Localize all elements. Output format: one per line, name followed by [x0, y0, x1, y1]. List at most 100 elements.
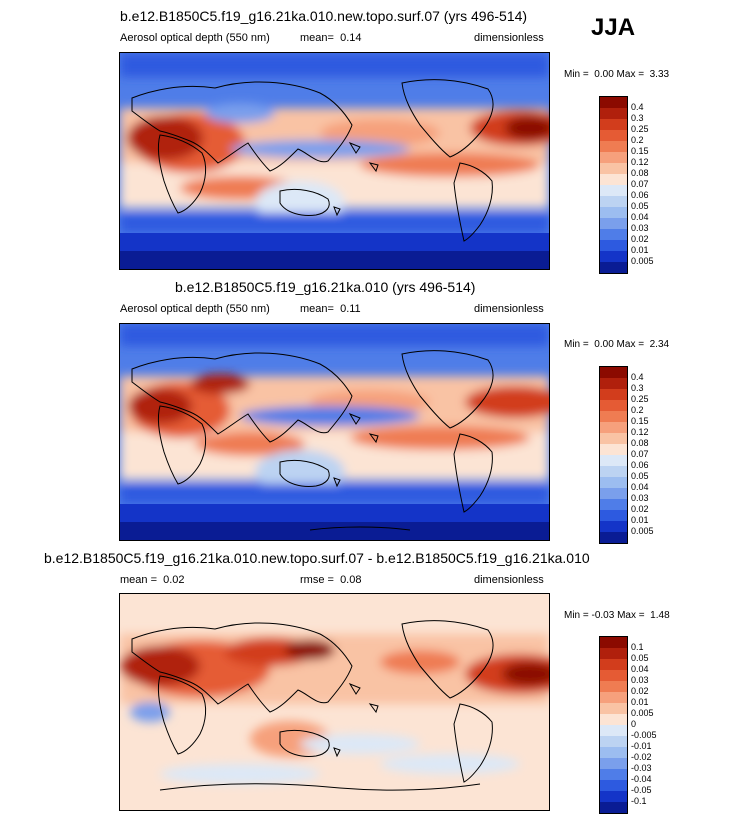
colorbar-label: 0.05	[631, 471, 649, 481]
panel-3-colorbar-swatch	[600, 769, 627, 780]
panel-3-min-label: Min =	[564, 610, 589, 621]
panel-1-max-label: Max =	[616, 69, 645, 80]
colorbar-label: 0.4	[631, 372, 644, 382]
panel-3-colorbar-swatch	[600, 758, 627, 769]
panel-1-colorbar-swatch	[600, 240, 627, 251]
panel-2-colorbar-swatch	[600, 367, 627, 378]
panel-2-mean-label: mean=	[300, 303, 334, 315]
panel-1-colorbar-swatch	[600, 141, 627, 152]
colorbar-label: 0.25	[631, 394, 649, 404]
panel-1-colorbar-swatch	[600, 152, 627, 163]
panel-3-rmse-value: 0.08	[340, 574, 362, 586]
colorbar-label: 0.12	[631, 157, 649, 167]
colorbar-label: 0.05	[631, 653, 649, 663]
panel-1-colorbar-swatch	[600, 251, 627, 262]
colorbar-label: -0.02	[631, 752, 652, 762]
colorbar-label: -0.03	[631, 763, 652, 773]
panel-1-map-graphic	[120, 53, 549, 269]
colorbar-label: 0.07	[631, 449, 649, 459]
colorbar-label: -0.005	[631, 730, 657, 740]
panel-1-colorbar-swatch	[600, 229, 627, 240]
panel-1-min-value: 0.00	[594, 69, 614, 80]
panel-2-map-graphic	[120, 324, 549, 540]
panel-3-max-label: Max =	[617, 610, 645, 621]
panel-2-field-label: Aerosol optical depth (550 nm)	[120, 303, 270, 315]
colorbar-label: -0.01	[631, 741, 652, 751]
colorbar-label: 0.03	[631, 675, 649, 685]
colorbar-label: 0.05	[631, 201, 649, 211]
panel-2-mean: mean= 0.11	[300, 303, 361, 315]
panel-3-mean-label: mean =	[120, 574, 157, 586]
panel-1-colorbar-swatch	[600, 130, 627, 141]
panel-1-colorbar-swatch	[600, 97, 627, 108]
panel-3-colorbar-swatch	[600, 637, 627, 648]
panel-3-mean-value: 0.02	[163, 574, 185, 586]
colorbar-label: 0.02	[631, 234, 649, 244]
colorbar-label: 0.3	[631, 113, 644, 123]
panel-3-colorbar-swatch	[600, 648, 627, 659]
colorbar-label: 0.01	[631, 697, 649, 707]
panel-3-minmax: Min = -0.03 Max = 1.48	[564, 610, 670, 621]
colorbar-label: -0.05	[631, 785, 652, 795]
panel-2-min-label: Min =	[564, 339, 589, 350]
panel-2-minmax: Min = 0.00 Max = 2.34	[564, 339, 669, 350]
panel-2-colorbar-swatch	[600, 433, 627, 444]
panel-2-colorbar-swatch	[600, 499, 627, 510]
colorbar-label: 0.2	[631, 405, 644, 415]
panel-1-colorbar	[599, 96, 628, 274]
panel-1-colorbar-swatch	[600, 207, 627, 218]
panel-3-colorbar-swatch	[600, 692, 627, 703]
panel-1-field-label: Aerosol optical depth (550 nm)	[120, 32, 270, 44]
season-label: JJA	[591, 14, 636, 41]
panel-3-colorbar-swatch	[600, 703, 627, 714]
panel-2-colorbar-swatch	[600, 488, 627, 499]
colorbar-label: 0.04	[631, 212, 649, 222]
panel-3-colorbar-swatch	[600, 736, 627, 747]
panel-3-colorbar-swatch	[600, 725, 627, 736]
colorbar-label: 0.08	[631, 438, 649, 448]
panel-2-max-label: Max =	[616, 339, 645, 350]
colorbar-label: 0.04	[631, 664, 649, 674]
colorbar-label: 0.005	[631, 708, 654, 718]
colorbar-label: 0.03	[631, 493, 649, 503]
colorbar-label: 0.04	[631, 482, 649, 492]
panel-2-colorbar-swatch	[600, 455, 627, 466]
panel-2-colorbar-swatch	[600, 422, 627, 433]
panel-2-mean-value: 0.11	[340, 303, 361, 315]
panel-1-colorbar-swatch	[600, 163, 627, 174]
colorbar-label: -0.04	[631, 774, 652, 784]
colorbar-label: 0.01	[631, 515, 649, 525]
panel-2-min-value: 0.00	[594, 339, 614, 350]
panel-3-max-value: 1.48	[650, 610, 670, 621]
panel-1-colorbar-swatch	[600, 262, 627, 273]
colorbar-label: 0.12	[631, 427, 649, 437]
colorbar-label: 0.01	[631, 245, 649, 255]
colorbar-label: 0.06	[631, 460, 649, 470]
colorbar-label: 0.06	[631, 190, 649, 200]
panel-2-colorbar	[599, 366, 628, 544]
colorbar-label: 0.02	[631, 686, 649, 696]
panel-2-colorbar-swatch	[600, 411, 627, 422]
colorbar-label: 0.005	[631, 526, 654, 536]
colorbar-label: 0.1	[631, 642, 644, 652]
colorbar-label: 0.2	[631, 135, 644, 145]
panel-3-mean: mean = 0.02	[120, 574, 185, 586]
panel-3-rmse: rmse = 0.08	[300, 574, 361, 586]
panel-3-colorbar-swatch	[600, 670, 627, 681]
colorbar-label: 0.08	[631, 168, 649, 178]
panel-2-colorbar-swatch	[600, 477, 627, 488]
colorbar-label: 0.005	[631, 256, 654, 266]
panel-1-units: dimensionless	[474, 32, 544, 44]
colorbar-label: 0.4	[631, 102, 644, 112]
panel-3-map-graphic	[120, 594, 549, 810]
panel-1-map	[119, 52, 550, 270]
panel-2-title: b.e12.B1850C5.f19_g16.21ka.010 (yrs 496-…	[175, 279, 476, 295]
panel-2-colorbar-swatch	[600, 444, 627, 455]
panel-2-colorbar-swatch	[600, 510, 627, 521]
panel-2-colorbar-swatch	[600, 378, 627, 389]
panel-2-colorbar-swatch	[600, 400, 627, 411]
panel-1-mean: mean= 0.14	[300, 32, 362, 44]
colorbar-label: 0.03	[631, 223, 649, 233]
panel-1-colorbar-swatch	[600, 196, 627, 207]
panel-3-colorbar-swatch	[600, 791, 627, 802]
